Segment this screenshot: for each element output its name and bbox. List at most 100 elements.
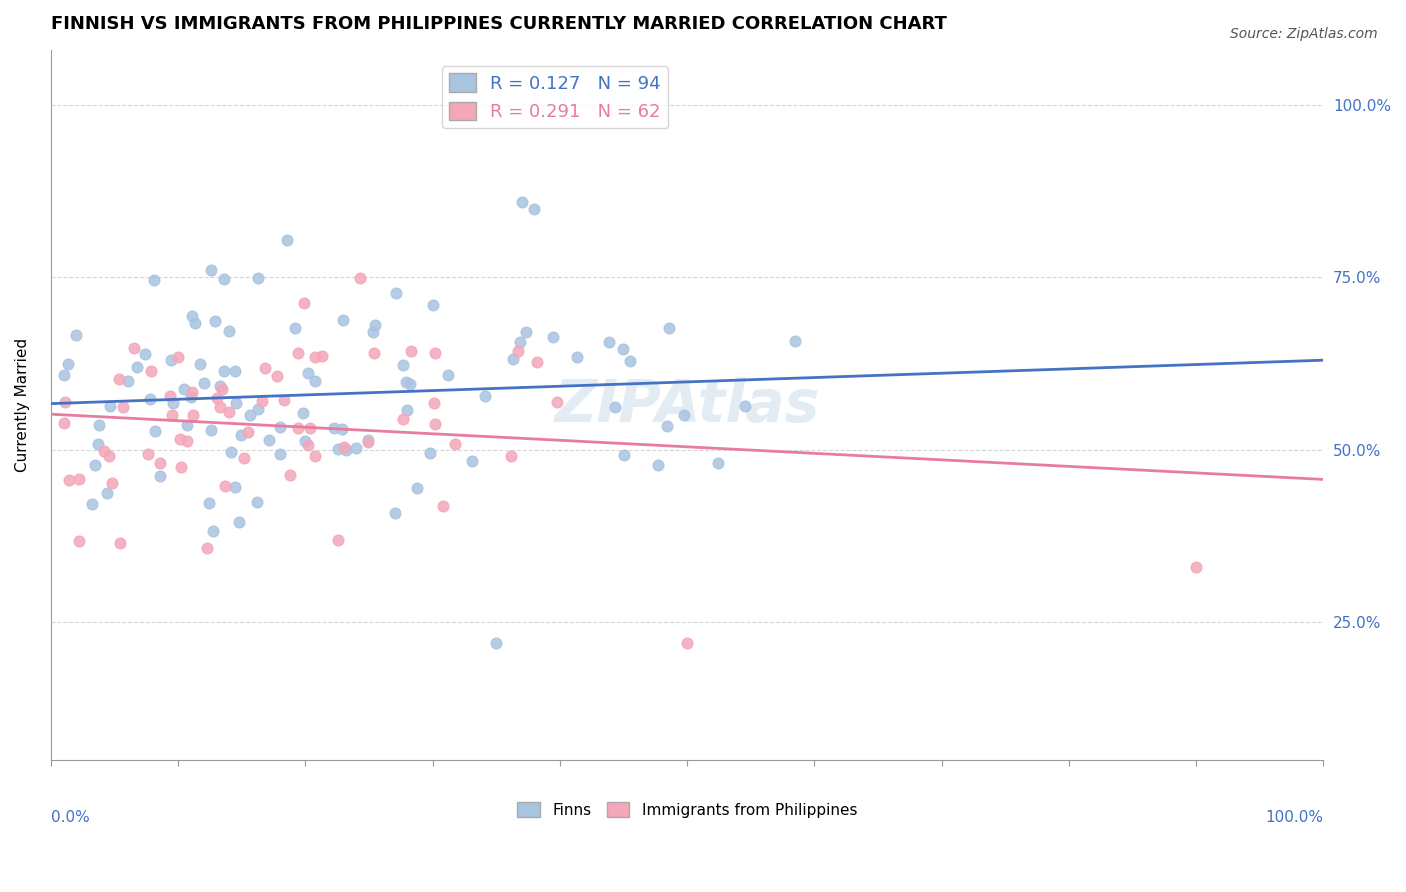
Point [1185, 560, 1208, 574]
Point [707, 456, 730, 470]
Point [333, 440, 356, 454]
Point [287, 345, 309, 359]
Point [304, 449, 326, 463]
Point [349, 271, 371, 285]
Point [204, 314, 226, 328]
Point [195, 541, 218, 555]
Point [52, 368, 75, 382]
Point [423, 346, 446, 360]
Point [297, 366, 319, 380]
Point [65, 328, 87, 343]
Point [658, 321, 681, 335]
Point [273, 393, 295, 408]
Point [598, 335, 620, 350]
Point [565, 350, 588, 364]
Point [294, 434, 316, 449]
Point [136, 447, 159, 461]
Point [419, 446, 441, 460]
Point [364, 318, 387, 333]
Point [143, 424, 166, 438]
Point [108, 535, 131, 549]
Point [52, 416, 75, 430]
Point [399, 376, 422, 391]
Point [84, 458, 107, 473]
Point [501, 449, 523, 463]
Point [169, 432, 191, 446]
Point [335, 443, 357, 458]
Point [676, 636, 699, 650]
Point [202, 524, 225, 538]
Point [406, 481, 429, 495]
Point [212, 364, 235, 378]
Point [259, 433, 281, 447]
Point [247, 271, 270, 285]
Point [541, 329, 564, 343]
Point [250, 393, 273, 408]
Point [122, 341, 145, 355]
Point [326, 442, 349, 456]
Legend: Finns, Immigrants from Philippines: Finns, Immigrants from Philippines [510, 796, 863, 824]
Point [509, 334, 531, 349]
Point [67, 472, 90, 486]
Point [238, 408, 260, 422]
Point [783, 334, 806, 348]
Point [229, 428, 252, 442]
Point [523, 202, 546, 216]
Point [162, 408, 184, 422]
Point [209, 401, 232, 415]
Point [247, 401, 270, 416]
Point [125, 359, 148, 374]
Point [224, 480, 246, 494]
Point [218, 325, 240, 339]
Point [214, 272, 236, 286]
Point [205, 391, 228, 405]
Point [224, 364, 246, 378]
Point [97, 449, 120, 463]
Point [356, 433, 378, 447]
Point [101, 476, 124, 491]
Point [159, 389, 181, 403]
Point [53, 395, 76, 409]
Point [515, 325, 537, 339]
Point [391, 359, 413, 373]
Point [58, 474, 80, 488]
Point [58, 358, 80, 372]
Point [225, 395, 247, 409]
Point [613, 448, 636, 462]
Point [384, 285, 406, 300]
Point [361, 325, 384, 339]
Point [89, 418, 111, 433]
Point [181, 309, 204, 323]
Text: Source: ZipAtlas.com: Source: ZipAtlas.com [1230, 27, 1378, 41]
Point [228, 515, 250, 529]
Point [502, 352, 524, 367]
Point [526, 355, 548, 369]
Point [117, 374, 139, 388]
Text: 100.0%: 100.0% [1265, 810, 1323, 825]
Point [180, 390, 202, 404]
Point [276, 233, 298, 247]
Point [108, 372, 131, 386]
Point [485, 636, 508, 650]
Point [176, 417, 198, 432]
Point [395, 402, 418, 417]
Point [546, 395, 568, 409]
Point [299, 421, 322, 435]
Point [169, 460, 191, 475]
Point [304, 374, 326, 388]
Point [211, 382, 233, 396]
Point [311, 349, 333, 363]
Point [67, 534, 90, 549]
Point [254, 361, 277, 376]
Point [332, 313, 354, 327]
Point [269, 447, 291, 461]
Point [149, 469, 172, 483]
Point [399, 343, 422, 358]
Point [344, 441, 367, 455]
Point [323, 421, 346, 435]
Point [432, 499, 454, 513]
Text: FINNISH VS IMMIGRANTS FROM PHILIPPINES CURRENTLY MARRIED CORRELATION CHART: FINNISH VS IMMIGRANTS FROM PHILIPPINES C… [51, 15, 946, 33]
Point [200, 263, 222, 277]
Point [219, 445, 242, 459]
Point [233, 450, 256, 465]
